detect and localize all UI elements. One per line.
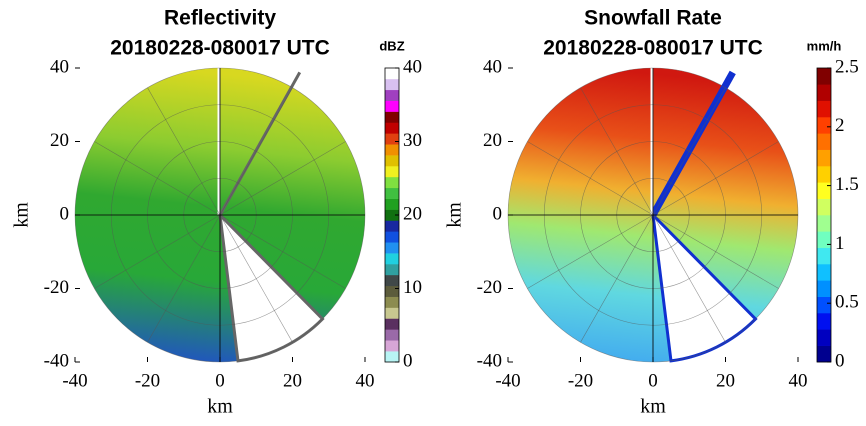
y-tick-label: 40 [50,56,69,77]
chart-title: Reflectivity [164,7,276,30]
colorbar-segment [817,297,831,314]
colorbar-segment [817,101,831,118]
colorbar-segment [817,264,831,281]
colorbar-segment [385,79,399,90]
colorbar-segment [817,84,831,101]
colorbar-tick-label: 0.5 [835,292,859,313]
colorbar-segment [385,231,399,242]
figure: Reflectivity20180228-080017 UTC-40-20020… [0,0,866,426]
colorbar-segment [385,318,399,329]
colorbar-tick-label: 2.5 [835,56,859,77]
colorbar-segment [817,182,831,199]
colorbar-segment [385,188,399,199]
colorbar-tick-label: 0 [403,350,413,371]
y-tick-label: 20 [50,130,69,151]
x-tick-label: 20 [716,370,735,391]
colorbar-segment [817,150,831,167]
colorbar-segment [385,144,399,155]
colorbar-segment [817,199,831,216]
colorbar-segment [385,133,399,144]
colorbar-segment [817,248,831,265]
colorbar-segment [817,133,831,150]
y-tick-label: 0 [60,203,70,224]
x-tick-label: 40 [356,370,375,391]
colorbar-segment [385,199,399,210]
colorbar-segment [385,220,399,231]
colorbar-segment [817,215,831,232]
colorbar-segment [817,117,831,134]
colorbar-tick-label: 1 [835,233,845,254]
colorbar-tick-label: 20 [403,203,422,224]
chart-title: Snowfall Rate [584,7,722,30]
x-tick-label: -40 [62,370,87,391]
colorbar-tick-label: 2 [835,115,845,136]
y-axis-label: km [11,202,33,228]
colorbar-segment [385,112,399,123]
colorbar-segment [385,329,399,340]
y-tick-label: -20 [44,277,69,298]
colorbar-label: dBZ [379,38,404,53]
colorbar-segment [385,68,399,79]
colorbar-segment [385,340,399,351]
chart-subtitle: 20180228-080017 UTC [543,37,763,60]
x-tick-label: -40 [495,370,520,391]
x-tick-label: 40 [789,370,808,391]
colorbar-tick-label: 1.5 [835,174,859,195]
colorbar-segment [817,346,831,363]
chart-subtitle: 20180228-080017 UTC [110,37,330,60]
colorbar-segment [385,351,399,362]
x-axis-label: km [207,396,233,418]
colorbar-segment [817,68,831,85]
colorbar-segment [817,329,831,346]
y-tick-label: -40 [477,350,502,371]
colorbar-segment [385,308,399,319]
colorbar-label: mm/h [807,38,842,53]
colorbar-segment [817,313,831,330]
colorbar-segment [385,253,399,264]
y-tick-label: 20 [483,130,502,151]
colorbar-segment [385,166,399,177]
x-tick-label: 20 [283,370,302,391]
x-axis-label: km [640,396,666,418]
colorbar-segment [385,90,399,101]
colorbar-segment [385,177,399,188]
x-tick-label: 0 [215,370,225,391]
y-axis-label: km [444,202,466,228]
y-tick-label: 0 [493,203,503,224]
colorbar-segment [385,297,399,308]
x-tick-label: -20 [135,370,160,391]
colorbar-segment [385,101,399,112]
colorbar-segment [385,275,399,286]
colorbar-segment [385,155,399,166]
colorbar-tick-label: 0 [835,350,845,371]
colorbar-segment [385,242,399,253]
y-tick-label: -40 [44,350,69,371]
colorbar-segment [817,231,831,248]
colorbar-segment [385,122,399,133]
x-tick-label: 0 [648,370,658,391]
colorbar-tick-label: 40 [403,56,422,77]
y-tick-label: -20 [477,277,502,298]
colorbar-segment [385,264,399,275]
colorbar-tick-label: 30 [403,130,422,151]
colorbar-tick-label: 10 [403,277,422,298]
colorbar-segment [817,166,831,183]
y-tick-label: 40 [483,56,502,77]
x-tick-label: -20 [568,370,593,391]
colorbar-segment [817,280,831,297]
colorbar-segment [385,286,399,297]
